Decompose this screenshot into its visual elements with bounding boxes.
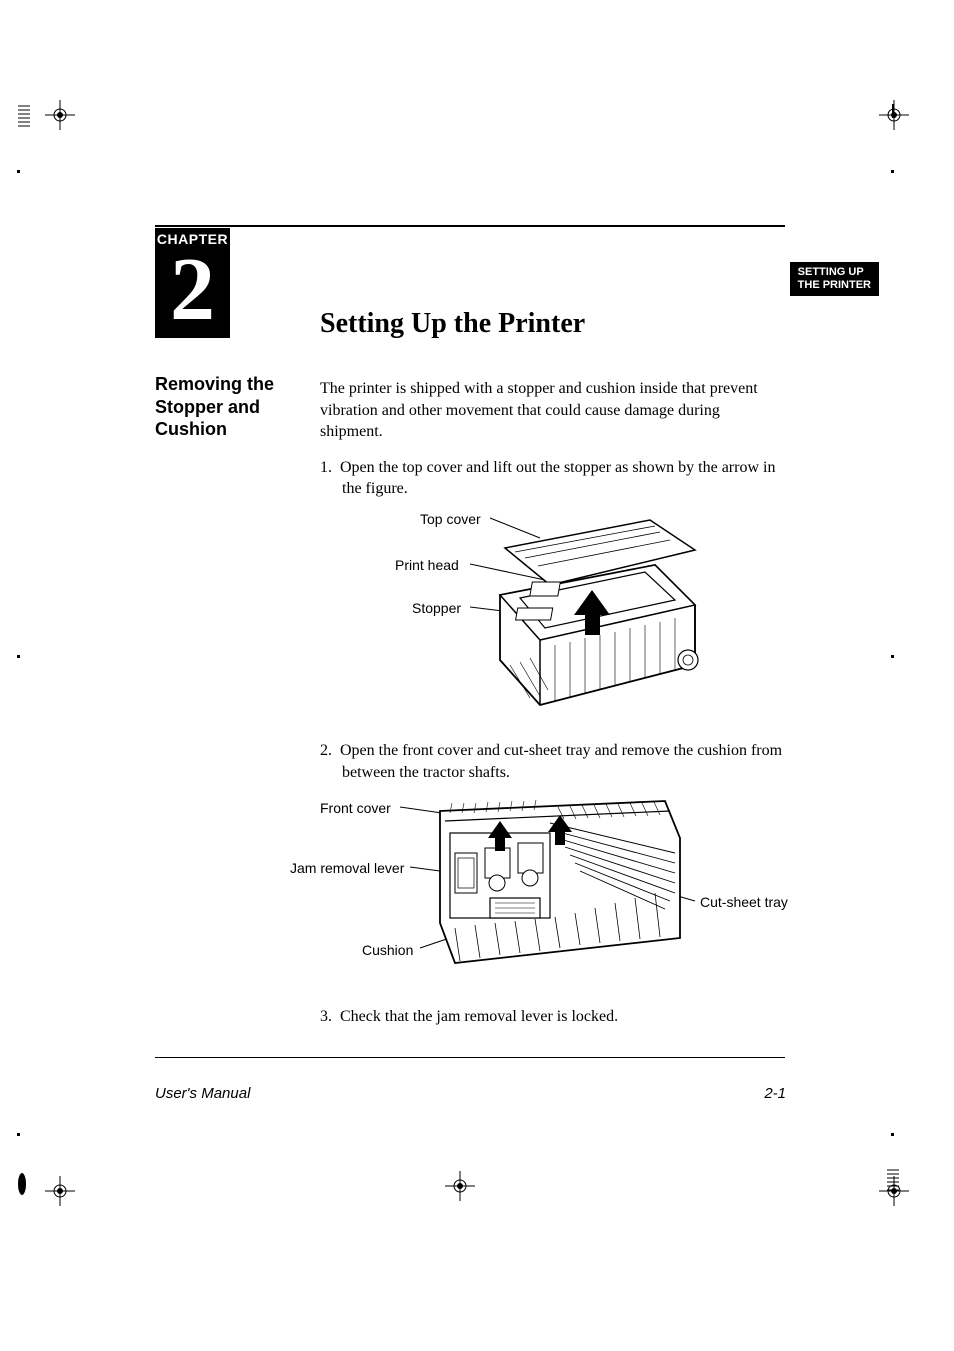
- crop-mark-icon: [45, 100, 75, 130]
- footer-left: User's Manual: [155, 1085, 250, 1102]
- intro-paragraph: The printer is shipped with a stopper an…: [320, 378, 785, 443]
- crop-mark-icon: [445, 1171, 475, 1201]
- label-print-head: Print head: [395, 556, 459, 575]
- step-num: 2.: [320, 742, 332, 759]
- header-rule: [155, 225, 785, 227]
- chapter-badge: CHAPTER 2: [155, 228, 230, 338]
- body-content: The printer is shipped with a stopper an…: [320, 378, 785, 1038]
- page-container: [155, 225, 795, 227]
- step-3: 3. Check that the jam removal lever is l…: [320, 1006, 785, 1028]
- trim-dot-icon: [891, 655, 894, 658]
- rib-mark-icon: [887, 104, 899, 123]
- rib-mark-icon: [887, 1168, 899, 1201]
- figure-1: Top cover Print head Stopper: [350, 510, 690, 715]
- step-text: Open the top cover and lift out the stop…: [340, 459, 775, 498]
- trim-dot-icon: [17, 170, 20, 173]
- trim-dot-icon: [891, 1133, 894, 1136]
- step-text: Open the front cover and cut-sheet tray …: [340, 742, 782, 781]
- label-cut-sheet: Cut-sheet tray: [700, 893, 788, 912]
- trim-dot-icon: [891, 170, 894, 173]
- section-heading: Removing the Stopper and Cushion: [155, 373, 295, 441]
- printer-illustration-icon: [470, 510, 700, 715]
- chapter-number: 2: [155, 247, 230, 332]
- step-num: 3.: [320, 1008, 332, 1025]
- label-front-cover: Front cover: [320, 799, 391, 818]
- step-1: 1. Open the top cover and lift out the s…: [320, 457, 785, 500]
- rib-mark-icon: [18, 1172, 26, 1201]
- label-stopper: Stopper: [412, 599, 461, 618]
- printer-front-illustration-icon: [400, 793, 700, 988]
- step-text: Check that the jam removal lever is lock…: [340, 1008, 618, 1025]
- trim-dot-icon: [17, 655, 20, 658]
- footer-right: 2-1: [764, 1085, 786, 1102]
- footer-rule: [155, 1057, 785, 1058]
- rib-mark-icon: [18, 104, 30, 137]
- tab-line1: SETTING UP: [798, 266, 871, 279]
- label-jam-removal: Jam removal lever: [290, 859, 404, 878]
- step-num: 1.: [320, 459, 332, 476]
- figure-2: Front cover Jam removal lever Cushion Cu…: [300, 793, 800, 988]
- tab-line2: THE PRINTER: [798, 279, 871, 292]
- step-2: 2. Open the front cover and cut-sheet tr…: [320, 740, 785, 783]
- trim-dot-icon: [17, 1133, 20, 1136]
- section-tab: SETTING UP THE PRINTER: [790, 262, 879, 296]
- crop-mark-icon: [45, 1176, 75, 1206]
- page-title: Setting Up the Printer: [320, 308, 585, 340]
